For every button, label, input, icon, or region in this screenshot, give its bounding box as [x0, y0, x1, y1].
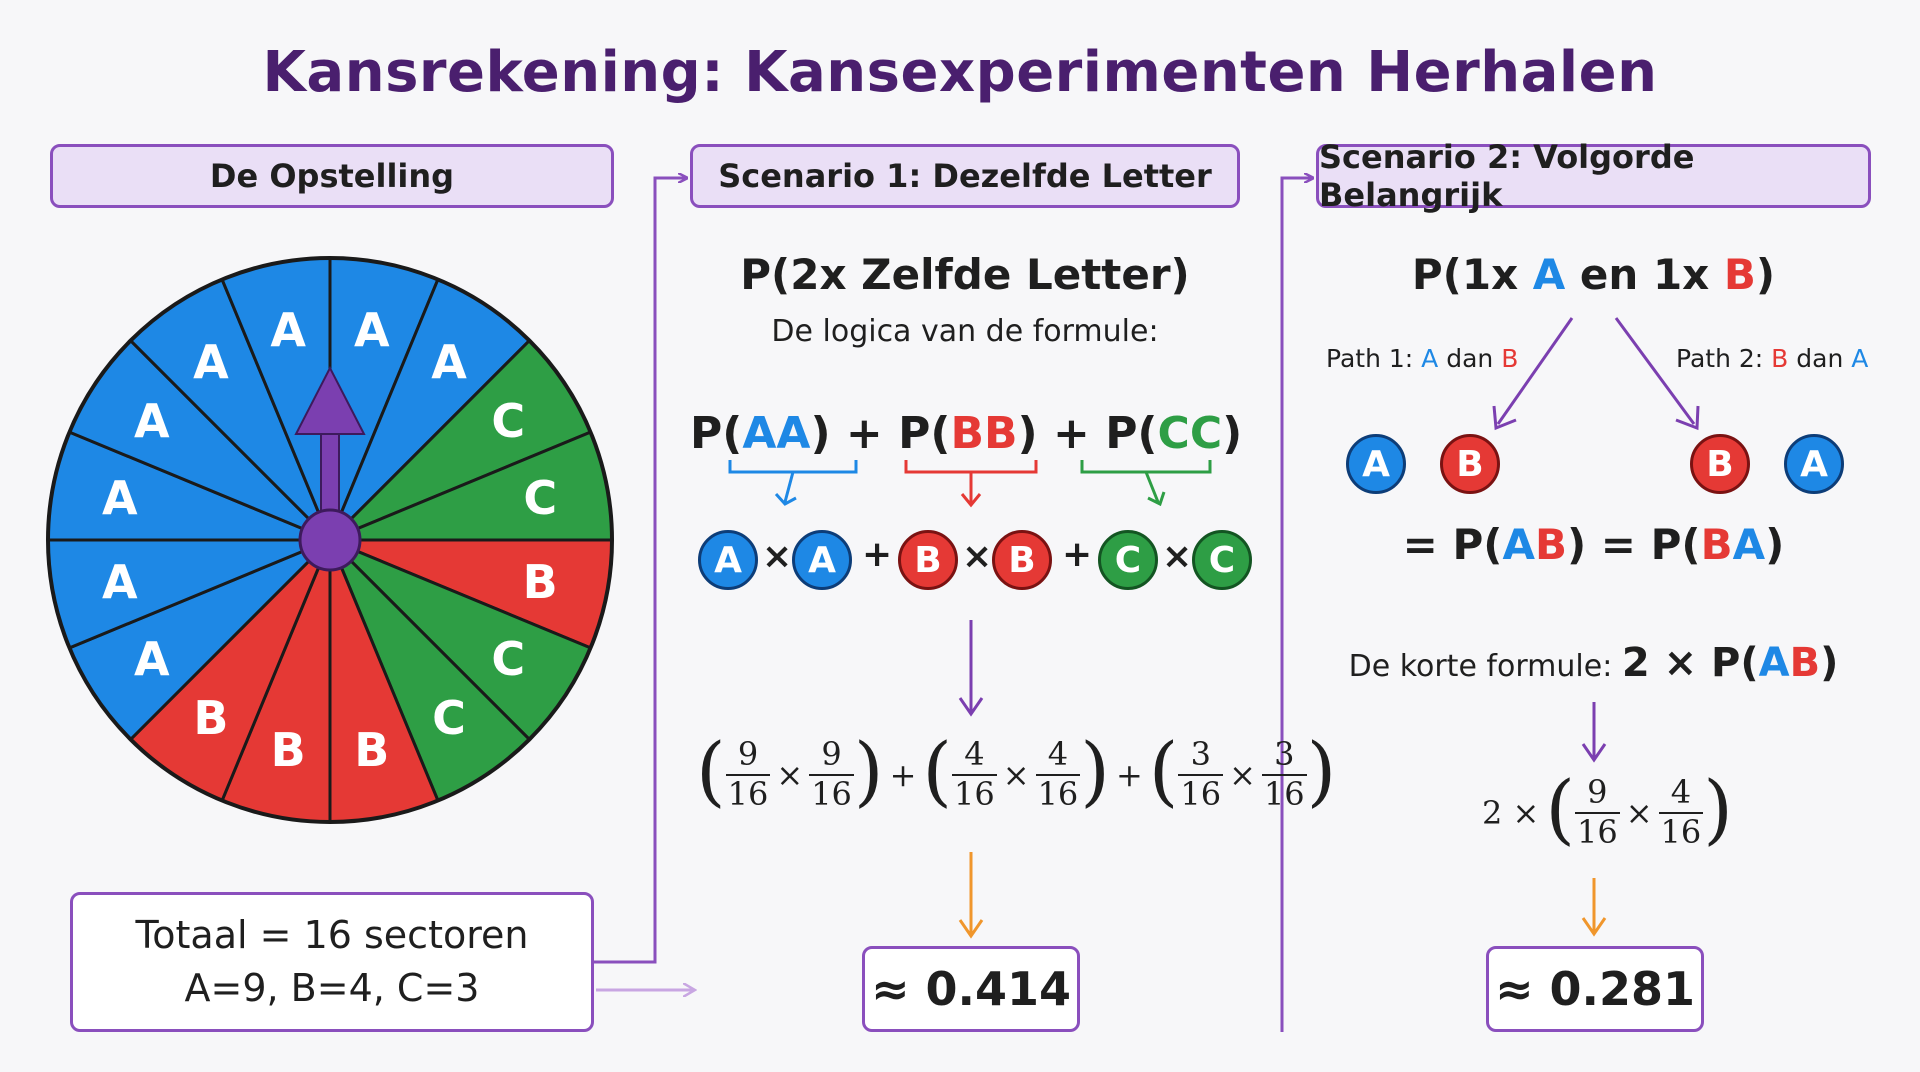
- plus-op: +: [1062, 534, 1093, 575]
- pointer-arrow-icon: [294, 365, 366, 435]
- formula-p-open: P(: [898, 408, 951, 459]
- wheel-sector-label: A: [193, 335, 229, 389]
- ball-b: B: [992, 530, 1052, 590]
- scenario1-fraction-expression: ( 9 16 × 9 16 ) + ( 4 16 × 4 16 ) + ( 3 16 × …: [696, 725, 1337, 815]
- formula-plus: +: [845, 408, 883, 459]
- totals-line-2: A=9, B=4, C=3: [184, 966, 480, 1010]
- scenario2-result: ≈ 0.281: [1486, 946, 1704, 1032]
- scenario2-equality: = P(AB) = P(BA): [1402, 520, 1785, 569]
- wheel-hub: [298, 508, 362, 572]
- ball-b: B: [1690, 434, 1750, 494]
- scenario2-fraction-expression: 2 × ( 9 16 × 4 16 ): [1482, 763, 1733, 853]
- ball-a: A: [698, 530, 758, 590]
- times-op: ×: [762, 536, 793, 577]
- totals-box: Totaal = 16 sectoren A=9, B=4, C=3: [70, 892, 594, 1032]
- scenario1-heading: P(2x Zelfde Letter): [740, 250, 1190, 299]
- short-formula: De korte formule: 2 × P(AB): [1348, 640, 1839, 686]
- scenario1-formula: P(AA) + P(BB) + P(CC): [690, 408, 1243, 459]
- scenario1-subheading: De logica van de formule:: [771, 314, 1159, 349]
- header-scenario-2: Scenario 2: Volgorde Belangrijk: [1316, 138, 1871, 214]
- path1-label: Path 1: A dan B: [1326, 344, 1519, 373]
- wheel-sector-label: B: [354, 723, 389, 777]
- formula-p-open: P(: [1105, 408, 1158, 459]
- formula-p-close: ): [1017, 408, 1038, 459]
- formula-p-close: ): [810, 408, 831, 459]
- wheel-sector-label: C: [491, 394, 525, 448]
- wheel-sector-label: A: [270, 303, 306, 357]
- ball-c: C: [1192, 530, 1252, 590]
- header-setup: De Opstelling: [50, 144, 614, 208]
- plus-op: +: [862, 534, 893, 575]
- wheel-sector-label: A: [134, 394, 170, 448]
- ball-b: B: [898, 530, 958, 590]
- path2-label: Path 2: B dan A: [1676, 344, 1869, 373]
- formula-cc: CC: [1157, 408, 1223, 459]
- wheel-sector-label: B: [271, 723, 306, 777]
- wheel-sector-label: A: [102, 555, 138, 609]
- wheel-sector-label: A: [431, 335, 467, 389]
- totals-line-1: Totaal = 16 sectoren: [135, 912, 529, 957]
- formula-p-open: P(: [690, 408, 743, 459]
- scenario1-result: ≈ 0.414: [862, 946, 1080, 1032]
- header-scenario-1: Scenario 1: Dezelfde Letter: [690, 144, 1240, 208]
- formula-p-close: ): [1222, 408, 1243, 459]
- ball-a: A: [1784, 434, 1844, 494]
- wheel-rim: [46, 256, 614, 824]
- ball-a: A: [1346, 434, 1406, 494]
- formula-plus: +: [1052, 408, 1090, 459]
- wheel-sector-label: A: [134, 632, 170, 686]
- times-op: ×: [1162, 536, 1193, 577]
- wheel-sector-label: B: [193, 691, 228, 745]
- formula-bb: BB: [950, 408, 1018, 459]
- formula-aa: AA: [742, 408, 811, 459]
- ball-c: C: [1098, 530, 1158, 590]
- wheel-sector-label: C: [523, 471, 557, 525]
- wheel-sector-label: C: [432, 691, 466, 745]
- times-op: ×: [962, 536, 993, 577]
- scenario2-heading: P(1x A en 1x B): [1411, 250, 1776, 299]
- wheel-sector-label: A: [102, 471, 138, 525]
- wheel-sector-label: B: [523, 555, 558, 609]
- wheel-sector-label: A: [354, 303, 390, 357]
- ball-a: A: [792, 530, 852, 590]
- page-title: Kansrekening: Kansexperimenten Herhalen: [262, 40, 1658, 105]
- wheel-sector-label: C: [491, 632, 525, 686]
- ball-b: B: [1440, 434, 1500, 494]
